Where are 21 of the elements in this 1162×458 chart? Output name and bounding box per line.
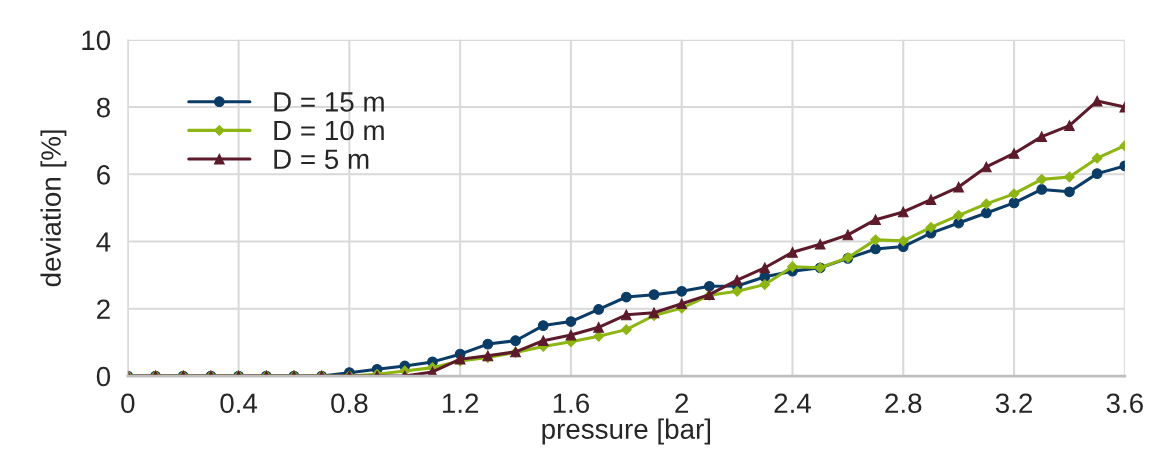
x-tick-label: 3.6 <box>1106 393 1143 414</box>
y-tick-label: 8 <box>96 97 110 118</box>
y-tick-label: 4 <box>96 232 111 252</box>
x-tick-label: 0.8 <box>331 393 368 414</box>
x-tick-label: 0.4 <box>220 393 258 414</box>
x-tick-label: 1.2 <box>442 393 479 413</box>
x-tick-label: 2.8 <box>885 393 922 414</box>
legend-label: D = 5 m <box>274 149 369 170</box>
x-tick-label: 2 <box>675 393 689 413</box>
x-tick-label: 0 <box>121 393 135 414</box>
x-tick-label: 2.4 <box>774 393 811 413</box>
y-tick-label: 10 <box>82 30 111 51</box>
legend-label: D = 10 m <box>274 120 384 141</box>
y-tick-label: 2 <box>97 299 110 319</box>
x-axis-title: pressure [bar] <box>542 418 711 445</box>
legend-label: D = 15 m <box>274 92 384 112</box>
x-tick-label: 1.6 <box>553 393 590 414</box>
y-tick-label: 6 <box>97 164 110 185</box>
y-axis-title: deviation [%] <box>40 130 67 287</box>
x-tick-label: 3.2 <box>995 393 1032 414</box>
y-tick-label: 0 <box>96 366 111 387</box>
